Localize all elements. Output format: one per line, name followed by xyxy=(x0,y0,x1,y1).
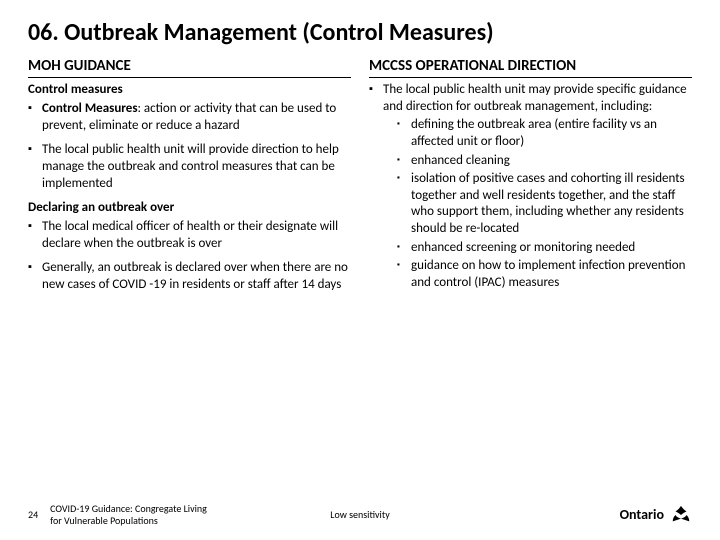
list-item: Control Measures: action or activity tha… xyxy=(28,101,351,134)
footer: 24 COVID-19 Guidance: Congregate Living … xyxy=(28,503,692,526)
body-text: The local public health unit may provide… xyxy=(383,82,687,114)
mccss-heading: MCCSS OPERATIONAL DIRECTION xyxy=(369,57,692,78)
ontario-wordmark: Ontario xyxy=(620,506,664,523)
slide-title: 06. Outbreak Management (Control Measure… xyxy=(28,18,692,47)
list-item: defining the outbreak area (entire facil… xyxy=(397,117,692,150)
list-item: Generally, an outbreak is declared over … xyxy=(28,260,351,293)
list-item: The local public health unit may provide… xyxy=(369,82,692,292)
left-column: MOH GUIDANCE Control measures Control Me… xyxy=(28,57,351,302)
sensitivity-label: Low sensitivity xyxy=(330,508,389,521)
bold-text: Control Measures xyxy=(42,101,138,116)
footer-left: 24 COVID-19 Guidance: Congregate Living … xyxy=(28,503,220,526)
list-item: isolation of positive cases and cohortin… xyxy=(397,171,692,238)
list-item: enhanced screening or monitoring needed xyxy=(397,240,692,257)
moh-heading: MOH GUIDANCE xyxy=(28,57,351,78)
page-number: 24 xyxy=(28,508,38,521)
trillium-icon xyxy=(670,504,692,526)
control-measures-subheading: Control measures xyxy=(28,82,351,97)
declaring-over-subheading: Declaring an outbreak over xyxy=(28,200,351,215)
moh-list-2: The local medical officer of health or t… xyxy=(28,219,351,294)
mccss-list: The local public health unit may provide… xyxy=(369,82,692,292)
list-item: The local public health unit will provid… xyxy=(28,142,351,192)
slide: 06. Outbreak Management (Control Measure… xyxy=(0,0,720,540)
right-column: MCCSS OPERATIONAL DIRECTION The local pu… xyxy=(369,57,692,302)
mccss-sublist: defining the outbreak area (entire facil… xyxy=(383,117,692,291)
footer-doc-title: COVID-19 Guidance: Congregate Living for… xyxy=(50,503,220,526)
list-item: The local medical officer of health or t… xyxy=(28,219,351,252)
list-item: enhanced cleaning xyxy=(397,153,692,170)
columns: MOH GUIDANCE Control measures Control Me… xyxy=(28,57,692,302)
moh-list-1: Control Measures: action or activity tha… xyxy=(28,101,351,192)
ontario-logo: Ontario xyxy=(620,504,692,526)
list-item: guidance on how to implement infection p… xyxy=(397,258,692,291)
